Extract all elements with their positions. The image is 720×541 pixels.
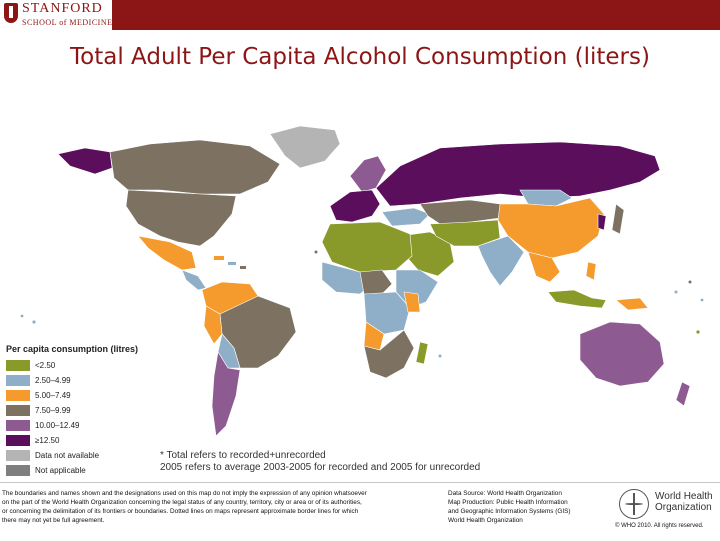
legend-swatch xyxy=(6,434,30,446)
region-mexico xyxy=(137,235,197,271)
logo-line1: STANFORD xyxy=(22,1,103,16)
disclaimer-line: on the part of the World Health Organiza… xyxy=(2,499,362,506)
disclaimer-line: there may not yet be full agreement. xyxy=(2,517,105,524)
region-central-asia xyxy=(419,199,501,225)
legend-item: ≥12.50 xyxy=(6,433,166,447)
legend-item: 5.00–7.49 xyxy=(6,388,166,402)
world-map xyxy=(0,86,720,480)
legend-title: Per capita consumption (litres) xyxy=(6,344,139,354)
header-bar: STANFORD SCHOOL of MEDICINE xyxy=(0,0,720,30)
disclaimer-text: The boundaries and names shown and the d… xyxy=(2,489,432,525)
region-japan xyxy=(611,203,625,235)
legend-swatch xyxy=(6,389,30,401)
region-korea xyxy=(597,213,607,231)
who-logo: World Health Organization © WHO 2010. Al… xyxy=(615,487,720,537)
source-text: Data Source: World Health Organization M… xyxy=(448,489,598,525)
legend-item: Not applicable xyxy=(6,463,166,477)
legend-swatch xyxy=(6,359,30,371)
region-central-america xyxy=(181,269,207,291)
region-argentina xyxy=(211,351,241,437)
region-north-africa xyxy=(321,221,413,273)
legend-label: 7.50–9.99 xyxy=(35,405,71,415)
who-name-line2: Organization xyxy=(655,502,712,513)
who-name-line1: World Health xyxy=(655,491,713,502)
legend-swatch xyxy=(6,464,30,476)
world-map-graphic xyxy=(20,125,704,437)
slide-title: Total Adult Per Capita Alcohol Consumpti… xyxy=(70,44,650,70)
region-greenland xyxy=(269,125,341,169)
region-turkey-caucasus xyxy=(381,207,431,227)
region-australia xyxy=(579,321,665,387)
legend-label: <2.50 xyxy=(35,360,56,370)
legend-label: 10.00–12.49 xyxy=(35,420,80,430)
note-line2: 2005 refers to average 2003-2005 for rec… xyxy=(160,462,481,473)
source-line: Data Source: World Health Organization xyxy=(448,490,562,497)
region-usa xyxy=(125,189,237,247)
region-papua xyxy=(615,297,649,311)
map-note: * Total refers to recorded+unrecorded 20… xyxy=(160,450,480,474)
logo-line2: SCHOOL of MEDICINE xyxy=(22,18,113,27)
region-indonesia xyxy=(547,289,607,309)
region-nigeria xyxy=(359,269,393,297)
region-alaska xyxy=(57,147,113,175)
legend-swatch xyxy=(6,419,30,431)
source-line: Map Production: Public Health Informatio… xyxy=(448,499,568,506)
legend-swatch xyxy=(6,449,30,461)
header-red-band xyxy=(112,0,720,30)
who-copyright: © WHO 2010. All rights reserved. xyxy=(615,523,704,529)
legend-item: 2.50–4.99 xyxy=(6,373,166,387)
who-name: World Health Organization xyxy=(655,491,713,513)
region-iran-pakistan xyxy=(429,219,501,247)
stanford-logo: STANFORD SCHOOL of MEDICINE xyxy=(4,1,113,29)
legend-label: Not applicable xyxy=(35,465,86,475)
legend-item: Data not available xyxy=(6,448,166,462)
disclaimer-line: The boundaries and names shown and the d… xyxy=(2,490,367,497)
legend-swatch xyxy=(6,374,30,386)
legend-label: Data not available xyxy=(35,450,100,460)
legend-item: <2.50 xyxy=(6,358,166,372)
region-western-europe xyxy=(329,189,381,223)
region-philippines xyxy=(585,261,597,281)
region-russia xyxy=(375,141,661,207)
who-emblem-icon xyxy=(619,489,649,519)
disclaimer-line: or concerning the delimitation of its fr… xyxy=(2,508,359,515)
region-southeast-asia xyxy=(527,251,561,283)
region-southern-africa xyxy=(363,329,415,379)
region-peru xyxy=(203,305,223,345)
region-bolivia-paraguay xyxy=(217,333,241,369)
legend-swatch xyxy=(6,404,30,416)
legend-label: 5.00–7.49 xyxy=(35,390,71,400)
region-india xyxy=(477,235,525,287)
map-legend: Per capita consumption (litres) <2.50 2.… xyxy=(6,344,166,478)
legend-label: ≥12.50 xyxy=(35,435,60,445)
region-new-zealand xyxy=(675,381,691,407)
region-madagascar xyxy=(415,341,429,365)
region-china xyxy=(497,197,605,259)
stanford-shield-icon xyxy=(4,3,18,23)
legend-item: 10.00–12.49 xyxy=(6,418,166,432)
source-line: World Health Organization xyxy=(448,517,523,524)
legend-item: 7.50–9.99 xyxy=(6,403,166,417)
region-uganda xyxy=(403,291,421,313)
legend-label: 2.50–4.99 xyxy=(35,375,71,385)
region-canada xyxy=(109,139,281,195)
source-line: and Geographic Information Systems (GIS) xyxy=(448,508,571,515)
note-line1: * Total refers to recorded+unrecorded xyxy=(160,450,326,461)
region-mongolia xyxy=(519,189,573,207)
map-footer: The boundaries and names shown and the d… xyxy=(0,482,720,541)
